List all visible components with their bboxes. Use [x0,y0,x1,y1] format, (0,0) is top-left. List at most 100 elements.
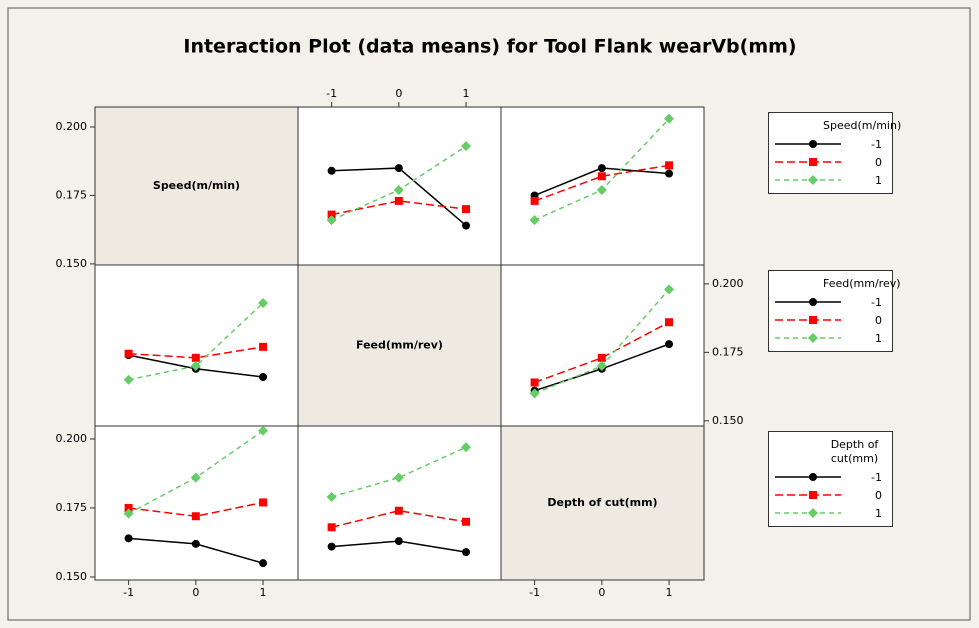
marker [462,548,471,557]
legend-label: 1 [875,331,882,345]
marker [664,284,675,295]
legend-title: Speed(m/min) [823,119,902,132]
marker [462,205,471,214]
marker [258,298,269,309]
x-tick-label: -1 [529,586,540,599]
marker [326,215,337,226]
marker [124,503,133,512]
marker [393,472,404,483]
factor-label: Depth of cut(mm) [547,496,657,509]
marker [665,161,674,170]
legend-swatch [775,491,841,499]
marker [529,388,540,399]
marker [461,141,472,152]
legend-label: -1 [871,137,882,151]
x-tick-label: 1 [666,586,673,599]
legend-label: 0 [875,155,882,169]
marker [327,542,336,551]
marker [191,539,200,548]
y-tick-label: 0.150 [712,414,744,427]
marker [124,534,133,543]
marker [190,472,201,483]
legend-swatch [775,175,841,185]
series-line [331,200,467,216]
marker [327,523,336,532]
diagonal-panel [94,106,299,266]
series-line [331,446,467,498]
y-tick-label: 0.200 [56,432,88,445]
marker [191,353,200,362]
legend-marker [808,175,818,185]
factor-label: Feed(mm/rev) [356,339,443,352]
marker [665,318,674,327]
legend-label: 0 [875,313,882,327]
marker [259,372,268,381]
marker [393,184,404,195]
legend-entry: 0 [775,153,886,171]
marker [529,215,540,226]
y-tick-label: 0.175 [56,188,88,201]
legend-swatch [775,158,841,166]
x-tick-label: -1 [326,87,337,100]
legend-marker [809,298,817,306]
legend-label: 1 [875,173,882,187]
legend-entry: -1 [775,468,886,486]
legend-label: -1 [871,295,882,309]
marker [259,559,268,568]
marker [190,361,201,372]
marker [123,374,134,385]
y-tick-label: 0.150 [56,257,88,270]
x-tick-label: 1 [260,586,267,599]
legend-entry: 1 [775,171,886,189]
legend-swatch [775,333,841,343]
marker [530,196,539,205]
legend-entry: 1 [775,504,886,522]
panel [94,425,299,581]
legend-title: Depth of cut(mm) [830,438,879,465]
legend-entry: -1 [775,135,886,153]
marker [597,164,606,173]
diagonal-panel [297,264,502,427]
marker [326,491,337,502]
x-tick-label: 0 [598,586,605,599]
legend: Speed(m/min) -1 0 1 [768,112,902,194]
chart-title: Interaction Plot (data means) for Tool F… [183,36,796,58]
factor-label: Speed(m/min) [153,179,240,192]
marker [597,172,606,181]
marker [461,442,472,453]
legend-swatch [775,298,841,306]
marker [394,537,403,546]
marker [664,113,675,124]
legend-swatch [775,508,841,518]
panel [94,264,299,427]
y-tick-label: 0.175 [712,345,744,358]
legend-label: 1 [875,506,882,520]
marker [462,221,471,230]
legend-swatch [775,140,841,148]
marker [596,361,607,372]
legend-marker [809,491,817,499]
y-tick-label: 0.175 [56,501,88,514]
marker [462,517,471,526]
legend-entry: 0 [775,486,886,504]
legend-entry: 1 [775,329,886,347]
legend-entry: 0 [775,311,886,329]
x-tick-label: 0 [395,87,402,100]
panel [297,425,502,581]
marker [665,340,674,349]
marker [665,169,674,178]
legend-marker [809,316,817,324]
x-tick-label: -1 [123,586,134,599]
marker [394,506,403,515]
legend-marker [809,473,817,481]
y-tick-label: 0.200 [56,120,88,133]
legend-marker [808,508,818,518]
series-line [534,321,670,384]
marker [259,342,268,351]
legend-swatch [775,473,841,481]
legend-marker [809,140,817,148]
diagonal-panel [500,425,705,581]
marker [530,378,539,387]
